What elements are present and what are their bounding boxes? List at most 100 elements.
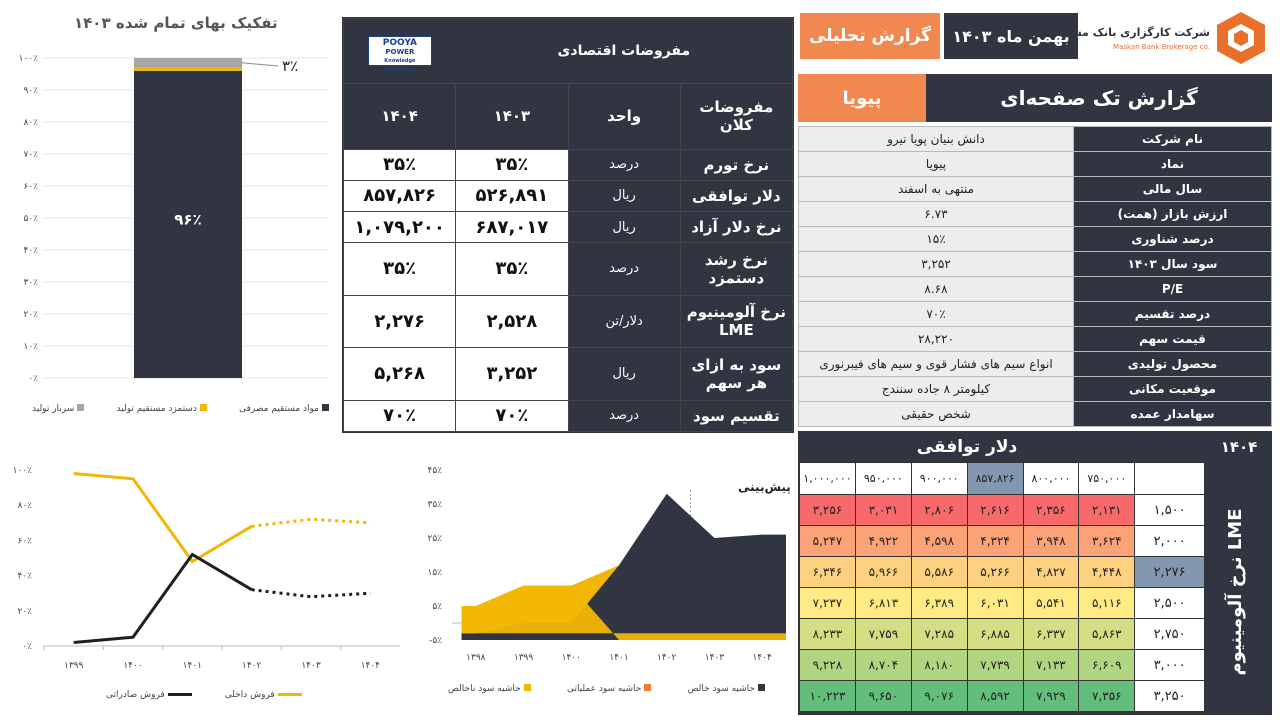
sensitivity-row: ۸,۲۳۳ ۷,۷۵۹ ۷,۲۸۵ ۶,۸۸۵ ۶,۳۳۷ ۵,۸۶۳ ۲,۷۵۰ — [799, 618, 1205, 650]
sensitivity-row-header: ۳,۲۵۰ — [1134, 680, 1205, 712]
legend-gross-margin: حاشیه سود ناخالص — [448, 684, 534, 694]
macro-header-1403: ۱۴۰۳ — [455, 83, 569, 150]
company-info-label: موقعیت مکانی — [1073, 376, 1272, 402]
cost-bar-label-material: ۹۶٪ — [174, 210, 201, 228]
report-title: گزارش تک صفحه‌ای — [926, 74, 1272, 122]
sales-line-forecast-0 — [251, 517, 371, 528]
company-info-label: نام شرکت — [1073, 126, 1272, 152]
sales-y-tick: ۶۰٪ — [17, 536, 32, 546]
cost-bar-segment-1 — [134, 67, 242, 71]
sensitivity-col-header: ۸۰۰,۰۰۰ — [1022, 462, 1080, 495]
cost-y-tick: ۷۰٪ — [23, 150, 38, 160]
margin-y-tick: ۲۵٪ — [427, 534, 442, 544]
macro-row-1403: ۳,۲۵۲ — [455, 347, 569, 401]
macro-row-unit: ریال — [567, 347, 681, 401]
margin-chart-plot: -۵٪ ۵٪ ۱۵٪ ۲۵٪ ۳۵٪ ۴۵٪ ۱۳۹۸ ۱۳۹۹ ۱۴۰۰ ۱۴۰۱ ۱۴۰۲ ۱۴۰… — [427, 466, 786, 663]
cost-breakdown-chart: تفکیک بهای تمام شده ۱۴۰۳ ۰٪ ۱۰٪ ۲۰٪ ۳۰٪ ۴۰٪ ۵… — [8, 8, 338, 428]
sensitivity-cell: ۲,۶۱۶ — [966, 494, 1024, 526]
sensitivity-cell: ۸,۲۳۳ — [799, 618, 856, 650]
cost-bar-segment-2 — [134, 58, 242, 68]
sensitivity-cell: ۴,۹۲۲ — [854, 525, 912, 557]
margin-x-tick: ۱۴۰۴ — [752, 653, 772, 663]
company-info-label: سود سال ۱۴۰۳ — [1073, 251, 1272, 277]
cost-y-tick: ۲۰٪ — [23, 310, 38, 320]
macro-title: مفروضات اقتصادی — [455, 17, 793, 85]
margin-y-tick: -۵٪ — [429, 636, 442, 646]
sensitivity-col-header: ۷۵۰,۰۰۰ — [1078, 462, 1136, 495]
sensitivity-col-header: ۹۵۰,۰۰۰ — [854, 462, 912, 495]
sensitivity-cell: ۶,۳۴۶ — [799, 556, 856, 588]
macro-row: نرخ تورم درصد ۳۵٪ ۳۵٪ — [342, 148, 794, 181]
macro-header-1404: ۱۴۰۴ — [342, 83, 457, 150]
sensitivity-row: ۳,۲۵۶ ۳,۰۳۱ ۲,۸۰۶ ۲,۶۱۶ ۲,۳۵۶ ۲,۱۳۱ ۱,۵۰۰ — [799, 494, 1205, 526]
sensitivity-cell: ۲,۱۳۱ — [1078, 494, 1136, 526]
company-info-label: درصد تقسیم — [1073, 301, 1272, 327]
macro-row-1403: ۷۰٪ — [455, 399, 569, 433]
company-info-label: قیمت سهم — [1073, 326, 1272, 352]
sensitivity-corner — [1134, 462, 1205, 495]
margin-y-tick: ۵٪ — [432, 602, 442, 612]
sales-line-1 — [73, 552, 253, 644]
sensitivity-cell: ۷,۲۸۵ — [910, 618, 968, 650]
maskan-logo-english: Maskan Bank Brokerage co. — [1113, 43, 1210, 51]
cost-chart-plot: ۰٪ ۱۰٪ ۲۰٪ ۳۰٪ ۴۰٪ ۵۰٪ ۶۰٪ ۷۰٪ ۸۰٪ ۹۰٪ ۱۰۰٪ ۹۶٪ ۳٪ — [19, 54, 328, 384]
sensitivity-cell: ۴,۴۴۸ — [1078, 556, 1136, 588]
maskan-logo: شرکت کارگزاری بانک مسکن Maskan Bank Brok… — [1055, 10, 1272, 66]
company-info-value: پیویا — [798, 151, 1074, 177]
company-info-row: قیمت سهم ۲۸,۲۲۰ — [798, 326, 1272, 352]
macro-row-label: نرخ دلار آزاد — [679, 210, 794, 244]
pooya-logo: POOYA POWER Knowledge Enterprise — [342, 17, 456, 85]
sensitivity-cell: ۷,۱۳۳ — [1022, 649, 1080, 681]
legend-domestic: فروش داخلی — [225, 690, 305, 700]
sales-y-tick: ۰٪ — [22, 642, 32, 652]
sensitivity-row: ۱۰,۲۲۳ ۹,۶۵۰ ۹,۰۷۶ ۸,۵۹۲ ۷,۹۲۹ ۷,۳۵۶ ۳,۲۵۰ — [799, 680, 1205, 712]
sensitivity-cell: ۹,۲۲۸ — [799, 649, 856, 681]
sensitivity-year: ۱۴۰۴ — [1220, 438, 1258, 456]
area-gross-margin-overlay — [461, 585, 786, 640]
macro-row-1404: ۲,۲۷۶ — [342, 294, 457, 349]
sensitivity-cell: ۷,۲۳۷ — [799, 587, 856, 619]
macro-row-1404: ۳۵٪ — [342, 242, 457, 296]
legend-material: مواد مستقیم مصرفی — [239, 404, 332, 414]
sensitivity-col-title: دلار توافقی — [916, 437, 1018, 457]
company-info-value: شخص حقیقی — [798, 401, 1074, 427]
company-info-value: دانش بنیان پویا نیرو — [798, 126, 1074, 152]
cost-y-tick: ۱۰٪ — [23, 342, 38, 352]
company-info-row: درصد تقسیم ۷۰٪ — [798, 301, 1272, 327]
legend-net-margin-label: حاشیه سود خالص — [687, 684, 755, 694]
macro-row-label: تقسیم سود — [679, 399, 794, 433]
sensitivity-cell: ۶,۸۸۵ — [966, 618, 1024, 650]
company-info-row: محصول تولیدی انواع سیم های فشار قوی و سیم… — [798, 351, 1272, 377]
macro-row-1404: ۷۰٪ — [342, 399, 457, 433]
legend-overhead-label: سربار تولید — [32, 404, 75, 414]
sensitivity-row: ۶,۳۴۶ ۵,۹۶۶ ۵,۵۸۶ ۵,۲۶۶ ۴,۸۲۷ ۴,۴۴۸ ۲,۲۷۶ — [799, 556, 1205, 588]
sensitivity-row-header: ۲,۷۵۰ — [1134, 618, 1205, 650]
sales-chart-plot: ۰٪ ۲۰٪ ۴۰٪ ۶۰٪ ۸۰٪ ۱۰۰٪ ۱۳۹۹ ۱۴۰۰ ۱۴۰۱ ۱۴۰۲ ۱۴۰۳ ۱۴… — [13, 466, 400, 671]
sensitivity-cell: ۷,۹۲۹ — [1022, 680, 1080, 712]
macro-row-label: نرخ رشد دستمزد — [679, 242, 794, 296]
macro-row-unit: درصد — [567, 242, 681, 296]
sales-x-tick: ۱۴۰۰ — [123, 661, 142, 671]
sensitivity-cell: ۷,۷۵۹ — [854, 618, 912, 650]
sensitivity-cell: ۲,۸۰۶ — [910, 494, 968, 526]
cost-y-tick: ۴۰٪ — [23, 246, 38, 256]
company-info-row: سود سال ۱۴۰۳ ۳,۲۵۲ — [798, 251, 1272, 277]
company-info-table: نام شرکت دانش بنیان پویا نیرو نماد پیویا سال… — [798, 126, 1272, 427]
macro-row-1403: ۳۵٪ — [455, 242, 569, 296]
legend-export-label: فروش صادراتی — [106, 690, 165, 700]
company-info-value: ۸.۶۸ — [798, 276, 1074, 302]
company-info-row: نام شرکت دانش بنیان پویا نیرو — [798, 126, 1272, 152]
cost-chart-title: تفکیک بهای تمام شده ۱۴۰۳ — [74, 14, 278, 32]
macro-row: سود به ازای هر سهم ریال ۳,۲۵۲ ۵,۲۶۸ — [342, 347, 794, 401]
sales-x-tick: ۱۴۰۲ — [242, 661, 262, 671]
macro-row-1404: ۱,۰۷۹,۲۰۰ — [342, 210, 457, 244]
sensitivity-cell: ۴,۵۹۸ — [910, 525, 968, 557]
macro-row-label: نرخ تورم — [679, 148, 794, 181]
sensitivity-cell: ۴,۳۲۴ — [966, 525, 1024, 557]
company-info-value: ۷۰٪ — [798, 301, 1074, 327]
company-info-row: موقعیت مکانی کیلومتر ۸ جاده سنندج — [798, 376, 1272, 402]
sensitivity-row-header: ۲,۰۰۰ — [1134, 525, 1205, 557]
maskan-logo-name: شرکت کارگزاری بانک مسکن — [1054, 26, 1210, 39]
macro-row: نرخ رشد دستمزد درصد ۳۵٪ ۳۵٪ — [342, 242, 794, 296]
sensitivity-row-header: ۲,۲۷۶ — [1134, 556, 1205, 588]
